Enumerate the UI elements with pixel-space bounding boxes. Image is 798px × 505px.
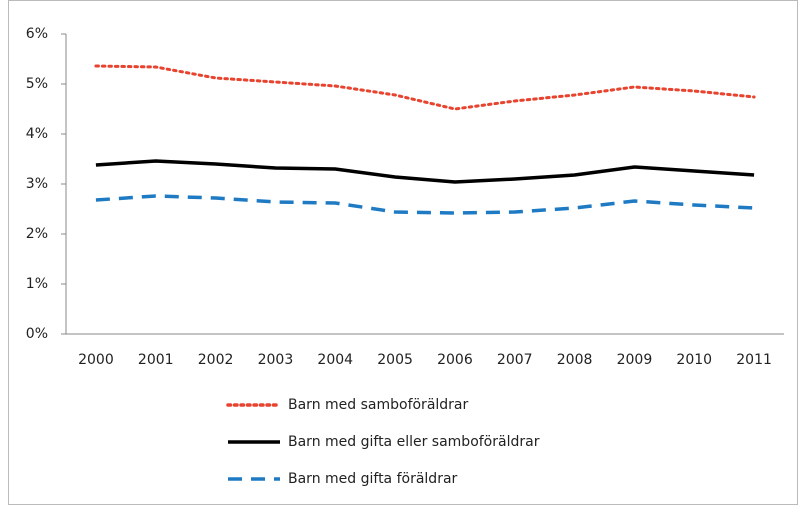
series-line	[95, 194, 755, 215]
y-tick-label: 3%	[26, 176, 48, 192]
x-tick-label: 2010	[676, 352, 712, 368]
x-tick-label: 2003	[258, 352, 294, 368]
y-tick-label: 0%	[26, 326, 48, 342]
x-tick-label: 2000	[78, 352, 114, 368]
legend-label: Barn med gifta eller samboföräldrar	[288, 434, 540, 450]
x-tick-label: 2002	[198, 352, 234, 368]
legend-label: Barn med gifta föräldrar	[288, 471, 458, 487]
y-tick-label: 2%	[26, 226, 48, 242]
x-tick-label: 2007	[497, 352, 533, 368]
x-tick-label: 2009	[617, 352, 653, 368]
chart-frame	[8, 0, 798, 505]
y-tick-label: 4%	[26, 126, 48, 142]
x-tick-label: 2008	[557, 352, 593, 368]
y-tick-label: 6%	[26, 26, 48, 42]
x-tick-label: 2001	[138, 352, 174, 368]
y-tick-label: 1%	[26, 276, 48, 292]
x-tick-label: 2006	[437, 352, 473, 368]
x-tick-label: 2005	[377, 352, 413, 368]
legend-label: Barn med samboföräldrar	[288, 397, 469, 413]
x-tick-label: 2011	[736, 352, 772, 368]
y-tick-label: 5%	[26, 76, 48, 92]
series-line	[94, 64, 756, 111]
x-tick-label: 2004	[317, 352, 353, 368]
series-line	[95, 159, 755, 184]
